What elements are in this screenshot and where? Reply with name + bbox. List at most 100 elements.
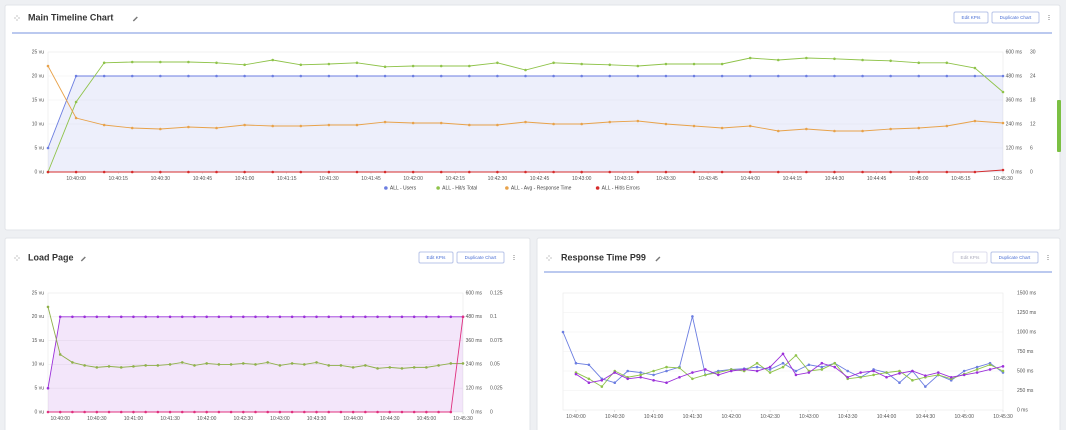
data-point <box>449 362 453 365</box>
data-point <box>461 362 465 365</box>
data-point <box>805 56 808 60</box>
drag-handle <box>550 257 552 259</box>
more-menu[interactable] <box>513 256 515 259</box>
data-point <box>613 381 617 385</box>
legend-swatch[interactable] <box>436 186 440 190</box>
edit-kpis-button <box>952 251 988 264</box>
data-point <box>187 170 190 174</box>
duplicate-chart-button[interactable] <box>456 251 505 264</box>
data-point <box>524 120 527 124</box>
edit-kpis-button[interactable] <box>418 251 454 264</box>
data-point <box>805 74 808 78</box>
x-tick-label: 10:41:30 <box>160 416 180 422</box>
data-point <box>720 74 724 78</box>
data-point <box>315 410 318 414</box>
data-point <box>859 375 862 379</box>
data-point <box>833 170 836 174</box>
data-point <box>1001 90 1005 94</box>
drag-handle <box>14 17 16 19</box>
x-tick-label: 10:40:00 <box>50 416 70 422</box>
edit-title-icon[interactable] <box>80 256 86 262</box>
data-point <box>437 410 440 414</box>
more-menu[interactable] <box>1048 16 1050 19</box>
data-point <box>664 122 668 126</box>
data-point <box>383 170 387 174</box>
data-point <box>898 369 901 373</box>
edit-kpis-label: Edit KPIs <box>427 255 447 260</box>
side-tab[interactable] <box>1057 100 1061 152</box>
data-point <box>889 74 892 78</box>
data-point <box>180 315 184 319</box>
more-menu[interactable] <box>513 258 515 261</box>
data-point <box>945 61 949 65</box>
chart-panel: Main Timeline Chart Edit KPIs Duplicate Ch… <box>4 4 1061 231</box>
y2-tick-label: 480 ms <box>466 314 483 320</box>
data-point <box>193 410 196 414</box>
data-point <box>962 373 966 377</box>
y2-tick-label: 0 ms <box>471 409 482 415</box>
legend-label: ALL - Hit/s Total <box>442 185 477 191</box>
more-menu[interactable] <box>1047 256 1049 259</box>
duplicate-chart-button[interactable] <box>991 11 1040 24</box>
data-point <box>936 373 940 377</box>
edit-kpis-button[interactable] <box>953 11 989 24</box>
data-point <box>924 385 927 388</box>
data-point <box>439 64 443 68</box>
more-menu[interactable] <box>1048 18 1050 21</box>
data-point <box>639 371 642 374</box>
data-point <box>716 371 720 374</box>
data-point <box>74 74 78 78</box>
data-point <box>949 375 953 379</box>
y-tick-label: 20 vu <box>32 73 44 79</box>
data-point <box>290 362 294 365</box>
data-point <box>924 374 927 377</box>
data-point <box>636 119 640 123</box>
data-point <box>327 74 331 78</box>
edit-title-icon[interactable] <box>132 16 138 22</box>
data-point <box>278 315 282 319</box>
data-point <box>271 74 275 78</box>
data-point <box>355 61 359 65</box>
x-tick-label: 10:41:30 <box>683 414 703 420</box>
more-menu[interactable] <box>1047 258 1049 261</box>
data-point <box>898 381 901 385</box>
data-point <box>46 386 50 390</box>
data-point <box>859 371 862 374</box>
more-menu[interactable] <box>1048 14 1050 17</box>
legend-swatch[interactable] <box>384 186 388 190</box>
data-point <box>807 371 811 374</box>
edit-title-icon[interactable] <box>655 256 661 262</box>
data-point <box>303 363 306 366</box>
data-point <box>351 315 355 319</box>
data-point <box>468 170 471 174</box>
y-tick-label: 0 vu <box>35 409 45 415</box>
panel-title: Main Timeline Chart <box>28 12 113 22</box>
x-tick-label: 10:45:00 <box>417 416 437 422</box>
legend-swatch[interactable] <box>505 186 509 190</box>
x-tick-label: 10:40:30 <box>605 414 625 420</box>
data-point <box>439 121 443 125</box>
data-point <box>664 62 668 66</box>
data-point <box>102 170 106 174</box>
data-point <box>973 74 977 78</box>
data-point <box>187 60 190 64</box>
legend-swatch[interactable] <box>595 186 600 190</box>
y2-tick-label: 600 ms <box>1006 49 1023 55</box>
more-menu[interactable] <box>513 254 515 257</box>
data-point <box>626 377 630 381</box>
data-point <box>299 170 303 174</box>
x-tick-label: 10:44:45 <box>867 176 887 182</box>
data-point <box>437 364 440 367</box>
data-point <box>692 170 696 174</box>
more-menu[interactable] <box>1047 254 1049 257</box>
duplicate-chart-button[interactable] <box>990 251 1039 264</box>
data-point <box>781 361 785 365</box>
y-tick-label: 0 vu <box>35 169 45 175</box>
data-point <box>266 315 270 319</box>
data-point <box>872 369 875 373</box>
data-point <box>303 410 306 414</box>
y-tick-label: 15 vu <box>32 338 44 344</box>
data-point <box>355 170 359 174</box>
x-tick-label: 10:40:00 <box>566 414 586 420</box>
data-point <box>636 170 640 174</box>
